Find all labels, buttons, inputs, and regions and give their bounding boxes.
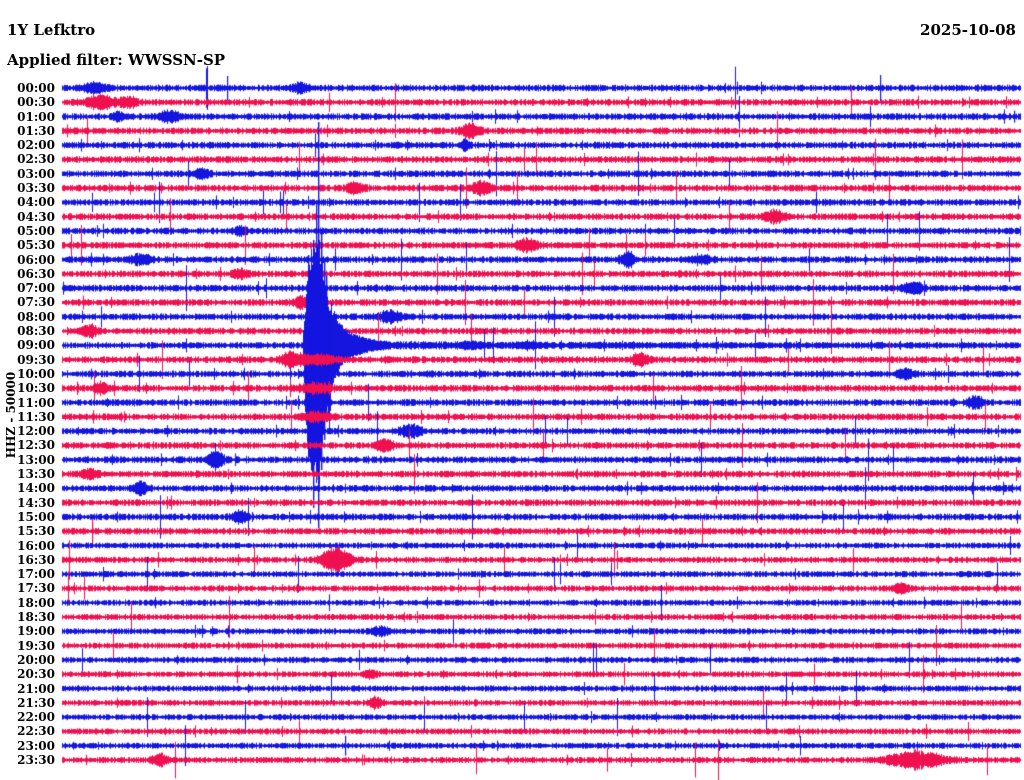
time-label: 05:00 <box>17 223 55 238</box>
time-label: 09:30 <box>17 352 55 367</box>
time-label: 15:00 <box>17 509 55 524</box>
time-label: 16:00 <box>17 538 55 553</box>
time-label: 10:00 <box>17 366 55 381</box>
time-label: 07:30 <box>17 295 55 310</box>
time-label: 11:30 <box>17 409 55 424</box>
time-label: 05:30 <box>17 238 55 253</box>
time-label: 02:00 <box>17 138 55 153</box>
time-label: 20:00 <box>17 652 55 667</box>
time-label: 00:00 <box>17 81 55 95</box>
time-label: 04:00 <box>17 195 55 210</box>
time-label: 03:00 <box>17 166 55 181</box>
time-label: 08:00 <box>17 309 55 324</box>
time-label: 06:30 <box>17 266 55 281</box>
station-title: 1Y Lefktro <box>7 21 96 39</box>
time-label: 13:30 <box>17 467 55 482</box>
time-label: 08:30 <box>17 324 55 339</box>
time-label: 17:30 <box>17 581 55 596</box>
time-label: 19:30 <box>17 638 55 653</box>
time-label: 11:00 <box>17 395 55 410</box>
filter-label: Applied filter: WWSSN-SP <box>7 51 226 69</box>
time-label: 17:00 <box>17 567 55 582</box>
date-label: 2025-10-08 <box>920 21 1016 39</box>
time-label: 21:00 <box>17 681 55 696</box>
time-label: 15:30 <box>17 524 55 539</box>
time-label: 07:00 <box>17 281 55 296</box>
time-label: 00:30 <box>17 95 55 110</box>
time-label: 01:30 <box>17 123 55 138</box>
time-label: 20:30 <box>17 667 55 682</box>
time-label: 22:30 <box>17 724 55 739</box>
time-label: 23:00 <box>17 738 55 753</box>
time-label: 06:00 <box>17 252 55 267</box>
time-label: 04:30 <box>17 209 55 224</box>
time-label: 22:00 <box>17 710 55 725</box>
time-label: 03:30 <box>17 181 55 196</box>
time-label: 09:00 <box>17 338 55 353</box>
time-label: 23:30 <box>17 752 55 767</box>
time-label: 14:00 <box>17 481 55 496</box>
time-label: 12:30 <box>17 438 55 453</box>
time-label: 21:30 <box>17 695 55 710</box>
time-label: 19:00 <box>17 624 55 639</box>
time-label: 14:30 <box>17 495 55 510</box>
time-label: 02:30 <box>17 152 55 167</box>
time-label: 18:00 <box>17 595 55 610</box>
time-label: 12:00 <box>17 424 55 439</box>
time-label: 10:30 <box>17 381 55 396</box>
time-label: 13:00 <box>17 452 55 467</box>
time-label: 01:00 <box>17 109 55 124</box>
time-label: 18:30 <box>17 610 55 625</box>
time-label: 16:30 <box>17 552 55 567</box>
